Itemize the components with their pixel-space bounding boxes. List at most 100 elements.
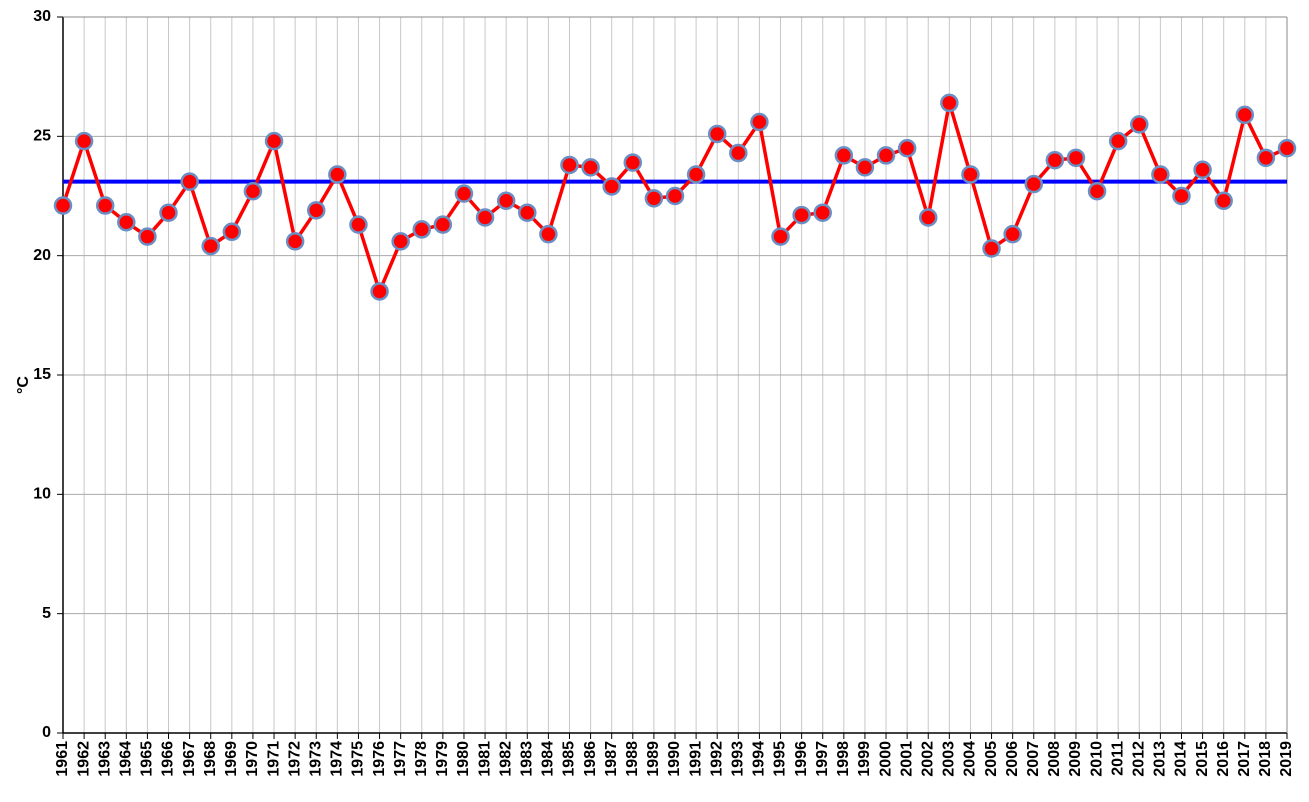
x-tick-label: 2007: [1025, 741, 1042, 777]
data-point: [855, 158, 875, 177]
data-point: [1256, 148, 1276, 168]
x-tick-label: 2009: [1067, 741, 1084, 777]
x-tick-label: 2019: [1278, 741, 1295, 777]
data-point: [1087, 181, 1107, 201]
x-tick-label: 2011: [1109, 741, 1126, 776]
data-point: [285, 232, 305, 251]
data-point: [264, 131, 284, 151]
x-tick-label: 1991: [687, 741, 704, 777]
y-tick-label: 5: [42, 605, 51, 622]
data-point: [1003, 224, 1022, 244]
data-point: [665, 186, 685, 206]
data-point: [433, 215, 453, 234]
data-point: [201, 236, 220, 256]
x-tick-label: 1988: [624, 741, 641, 777]
x-tick-label: 2006: [1004, 741, 1021, 777]
data-point: [876, 146, 896, 165]
x-tick-label: 1986: [582, 741, 599, 777]
data-point: [1214, 191, 1233, 211]
data-point: [686, 165, 706, 184]
data-point: [95, 196, 115, 215]
x-tick-label: 1968: [202, 741, 219, 777]
x-tick-label: 1976: [371, 741, 388, 777]
x-tick-label: 1961: [54, 741, 71, 777]
y-axis-label: °C: [15, 376, 32, 394]
x-tick-label: 2010: [1088, 741, 1105, 777]
data-point: [370, 282, 389, 301]
data-point: [623, 153, 643, 172]
x-tick-label: 2003: [941, 741, 958, 777]
data-point: [454, 184, 474, 203]
x-tick-label: 2004: [962, 741, 979, 777]
x-tick-label: 1973: [307, 741, 324, 777]
y-tick-label: 20: [33, 247, 51, 264]
data-point: [1130, 115, 1149, 134]
data-point: [1193, 160, 1212, 179]
data-point: [1066, 148, 1086, 168]
x-tick-label: 2000: [877, 741, 894, 777]
x-tick-label: 1975: [350, 741, 367, 777]
data-point: [750, 112, 769, 132]
y-tick-label: 30: [33, 8, 51, 25]
x-tick-label: 1972: [286, 741, 303, 777]
data-point: [475, 208, 495, 227]
x-tick-label: 1985: [561, 741, 578, 777]
data-point: [159, 203, 178, 222]
y-tick-label: 15: [33, 366, 51, 383]
data-point: [834, 146, 854, 165]
x-tick-label: 1962: [75, 741, 92, 777]
x-tick-label: 2005: [983, 741, 1000, 777]
x-tick-label: 1963: [96, 741, 113, 777]
x-tick-label: 1969: [223, 741, 240, 777]
x-tick-label: 1997: [814, 741, 831, 777]
data-point: [391, 232, 410, 251]
data-point: [1024, 174, 1044, 194]
x-tick-label: 1965: [139, 741, 156, 777]
data-point: [961, 165, 980, 184]
x-tick-label: 2015: [1194, 741, 1211, 777]
data-point: [74, 131, 94, 151]
data-point: [644, 189, 664, 208]
x-tick-label: 1987: [603, 741, 620, 777]
y-tick-label: 10: [33, 486, 51, 503]
x-tick-label: 1983: [518, 741, 535, 777]
x-tick-label: 1998: [835, 741, 852, 777]
x-tick-label: 1990: [666, 741, 683, 777]
x-tick-label: 2016: [1215, 741, 1232, 777]
data-point: [560, 155, 579, 175]
data-point: [1108, 131, 1128, 151]
x-tick-label: 1966: [160, 741, 177, 777]
data-point: [243, 181, 263, 201]
x-tick-label: 1984: [540, 741, 557, 777]
x-tick-label: 1993: [730, 741, 747, 777]
data-point: [792, 205, 811, 225]
x-tick-label: 1982: [497, 741, 514, 777]
x-tick-label: 2014: [1173, 741, 1190, 777]
x-tick-label: 1992: [708, 741, 725, 777]
data-point: [117, 213, 136, 232]
data-point: [518, 203, 537, 222]
data-point: [1172, 186, 1191, 206]
data-point: [771, 227, 790, 246]
data-point: [897, 139, 917, 158]
x-tick-label: 2017: [1236, 741, 1253, 777]
x-tick-label: 1989: [645, 741, 662, 777]
data-point: [412, 220, 432, 239]
data-point: [1235, 105, 1255, 125]
x-tick-label: 1974: [329, 741, 346, 777]
x-tick-label: 2013: [1152, 741, 1169, 777]
data-point: [180, 172, 199, 191]
x-tick-label: 2018: [1257, 741, 1274, 777]
x-tick-label: 2012: [1130, 741, 1147, 777]
data-point: [1277, 139, 1297, 158]
data-point: [707, 124, 727, 144]
data-point: [222, 222, 242, 242]
x-tick-label: 2002: [919, 741, 936, 777]
y-tick-label: 0: [42, 724, 51, 741]
x-tick-label: 1979: [434, 741, 451, 777]
data-point: [813, 203, 832, 222]
data-point: [306, 201, 326, 220]
data-point: [53, 196, 73, 215]
data-point: [982, 239, 1001, 258]
